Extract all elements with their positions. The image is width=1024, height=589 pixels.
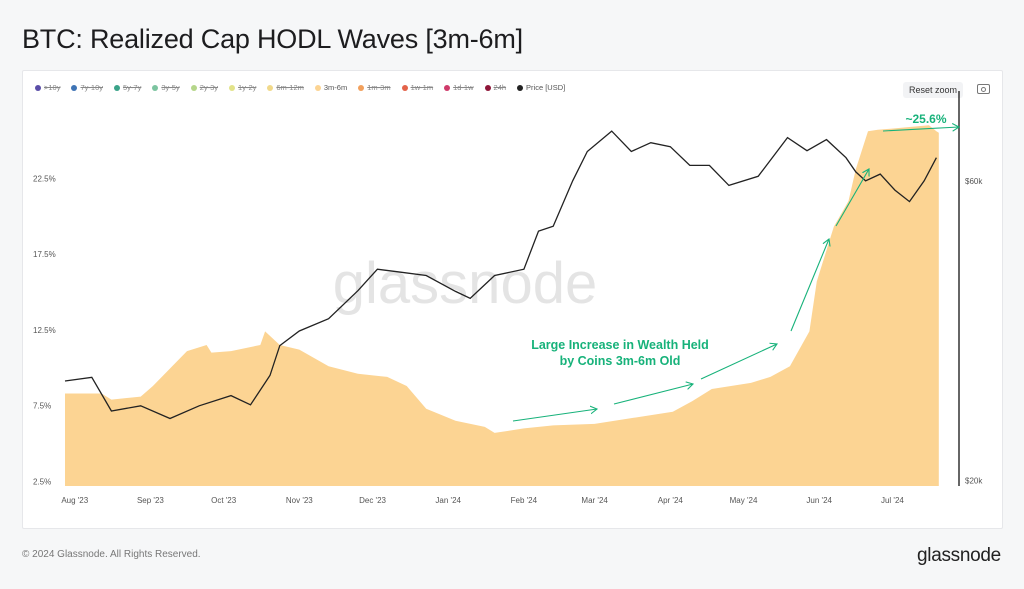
legend-label: 5y-7y xyxy=(123,83,142,92)
legend-marker xyxy=(484,84,491,91)
annotation-arrow xyxy=(882,127,959,131)
camera-icon[interactable] xyxy=(977,84,990,94)
legend-label: 6m-12m xyxy=(276,83,304,92)
y-left-tick-label: 22.5% xyxy=(33,174,56,183)
copyright: © 2024 Glassnode. All Rights Reserved. xyxy=(22,549,201,560)
legend-marker xyxy=(229,84,236,91)
y-right-tick-label: $60k xyxy=(965,177,983,186)
legend-marker xyxy=(152,84,159,91)
legend-label: 24h xyxy=(493,83,507,92)
y-left-tick-label: 12.5% xyxy=(33,326,56,335)
y-left-tick-label: 2.5% xyxy=(33,477,51,486)
legend-label: 1y-2y xyxy=(238,83,257,92)
series-price-line xyxy=(64,130,937,420)
legend-label: Price [USD] xyxy=(526,83,566,92)
annotation-arrow xyxy=(613,384,693,405)
x-tick-label: Sep '23 xyxy=(137,496,164,505)
legend-item[interactable]: 6m-12m xyxy=(267,83,304,92)
annotation-arrow xyxy=(700,344,777,380)
legend-item[interactable]: Price [USD] xyxy=(517,83,565,92)
x-tick-label: Dec '23 xyxy=(359,496,386,505)
legend-item[interactable]: 1m-3m xyxy=(358,83,391,92)
chart-card: >10y 7y-10y 5y-7y 3y-5y 2y-3y 1y-2y 6m-12m 3m-6… xyxy=(22,70,1003,529)
legend-label: 2y-3y xyxy=(199,83,219,92)
legend-label: 1w-1m xyxy=(410,83,434,92)
series-3m-6m-area xyxy=(65,125,939,487)
legend-item[interactable]: 2y-3y xyxy=(190,83,219,92)
x-tick-label: Apr '24 xyxy=(658,496,684,505)
watermark: glassnode xyxy=(333,251,597,316)
legend-item[interactable]: 3m-6m xyxy=(314,83,348,92)
legend-item[interactable]: 7y-10y xyxy=(71,83,103,92)
annotation-arrow xyxy=(835,169,869,227)
legend-marker xyxy=(314,84,321,91)
x-tick-label: Aug '23 xyxy=(61,496,88,505)
chart-svg: glassnode Aug '23 Sep '23 Oct '23 Nov '23 Dec… xyxy=(33,91,983,505)
peak-annotation: ~25.6% xyxy=(905,112,946,126)
legend-marker xyxy=(267,84,274,91)
x-tick-label: Oct '23 xyxy=(211,496,237,505)
annotation-text: by Coins 3m-6m Old xyxy=(560,354,681,368)
x-tick-label: Jul '24 xyxy=(881,496,904,505)
glassnode-logo: glassnode xyxy=(917,545,1001,566)
page-title: BTC: Realized Cap HODL Waves [3m-6m] xyxy=(22,24,523,54)
legend-item[interactable]: 1d-1w xyxy=(444,83,474,92)
x-tick-label: Jun '24 xyxy=(806,496,832,505)
x-tick-label: Mar '24 xyxy=(581,496,608,505)
x-tick-label: Nov '23 xyxy=(286,496,313,505)
legend: >10y 7y-10y 5y-7y 3y-5y 2y-3y 1y-2y 6m-12m 3m-6… xyxy=(35,83,576,92)
legend-marker xyxy=(114,84,120,91)
legend-marker xyxy=(401,84,408,91)
legend-item[interactable]: 24h xyxy=(484,83,507,92)
legend-marker xyxy=(517,84,524,91)
y-left-tick-label: 7.5% xyxy=(33,402,51,411)
annotation-arrow xyxy=(790,239,829,332)
reset-zoom-button[interactable]: Reset zoom xyxy=(903,82,964,98)
legend-marker xyxy=(71,84,78,91)
legend-label: 3y-5y xyxy=(161,83,180,92)
legend-item[interactable]: 5y-7y xyxy=(114,83,141,92)
legend-label: 3m-6m xyxy=(323,83,348,92)
legend-marker xyxy=(35,84,41,91)
x-tick-label: Feb '24 xyxy=(511,496,538,505)
legend-label: 7y-10y xyxy=(80,83,103,92)
y-left-tick-label: 17.5% xyxy=(33,250,56,259)
legend-item[interactable]: 1y-2y xyxy=(229,83,256,92)
x-tick-label: May '24 xyxy=(730,496,758,505)
legend-marker xyxy=(444,84,451,91)
x-tick-label: Jan '24 xyxy=(435,496,461,505)
legend-marker xyxy=(358,84,365,91)
legend-item[interactable]: 3y-5y xyxy=(152,83,180,92)
legend-label: >10y xyxy=(44,83,61,92)
annotation-arrow xyxy=(512,409,597,422)
annotation-text: Large Increase in Wealth Held xyxy=(531,338,709,352)
legend-item[interactable]: 1w-1m xyxy=(401,83,434,92)
legend-label: 1m-3m xyxy=(367,83,391,92)
legend-label: 1d-1w xyxy=(453,83,474,92)
legend-marker xyxy=(190,84,197,91)
legend-item[interactable]: >10y xyxy=(35,83,60,92)
y-right-tick-label: $20k xyxy=(965,476,983,485)
